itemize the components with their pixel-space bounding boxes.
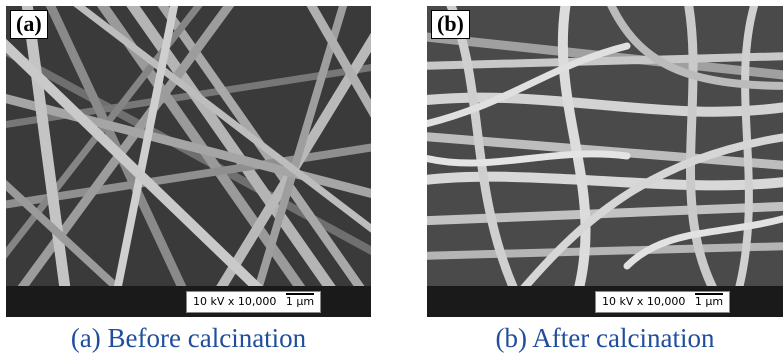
- caption-b: (b) After calcination: [495, 323, 715, 353]
- voltage-text-b: 10 kV: [602, 295, 634, 308]
- panel-label-a: (a): [10, 10, 48, 39]
- nanofiber-image-a: [6, 6, 371, 286]
- scale-bar-a: 1 µm: [285, 293, 315, 308]
- figure-panel-a: (a) 10 kV x 10,000 1 µm (a) Before calci…: [6, 6, 371, 353]
- scale-info-b: 10 kV x 10,000 1 µm: [595, 291, 731, 313]
- sem-micrograph-a: (a) 10 kV x 10,000 1 µm: [6, 6, 371, 317]
- scale-bar-b: 1 µm: [694, 293, 724, 308]
- panel-label-b: (b): [431, 10, 470, 39]
- magnification-text-a: x 10,000: [227, 295, 277, 308]
- voltage-text-a: 10 kV: [193, 295, 225, 308]
- caption-a: (a) Before calcination: [70, 323, 307, 353]
- sem-image-a: [6, 6, 371, 286]
- nanofiber-image-b: [427, 6, 783, 286]
- sem-image-b: [427, 6, 783, 286]
- magnification-text-b: x 10,000: [636, 295, 686, 308]
- scale-info-a: 10 kV x 10,000 1 µm: [186, 291, 322, 313]
- figure-panel-b: (b) 10 kV x 10,000 1 µm (b) After calcin…: [427, 6, 783, 353]
- sem-micrograph-b: (b) 10 kV x 10,000 1 µm: [427, 6, 783, 317]
- sem-data-bar-a: 10 kV x 10,000 1 µm: [6, 286, 371, 317]
- sem-data-bar-b: 10 kV x 10,000 1 µm: [427, 286, 783, 317]
